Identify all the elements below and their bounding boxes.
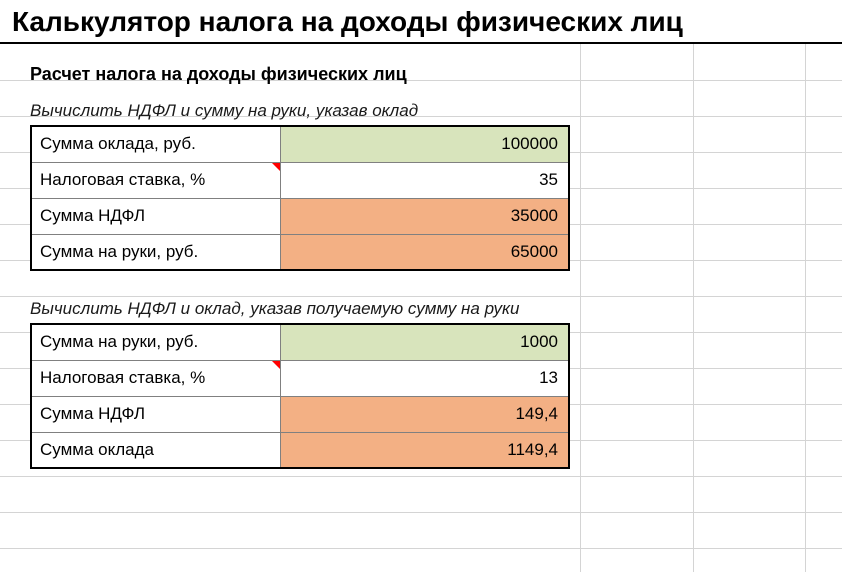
- input-cell[interactable]: 1000: [280, 324, 569, 360]
- gridline-horizontal: [0, 512, 842, 513]
- comment-marker-icon[interactable]: [272, 163, 280, 171]
- comment-marker-icon[interactable]: [272, 361, 280, 369]
- row-label: Сумма оклада: [31, 432, 280, 468]
- table-row: Сумма оклада1149,4: [31, 432, 569, 468]
- table-row: Сумма НДФЛ149,4: [31, 396, 569, 432]
- input-cell[interactable]: 35: [280, 162, 569, 198]
- spreadsheet-area: Расчет налога на доходы физических лиц В…: [0, 44, 842, 572]
- input-cell[interactable]: 13: [280, 360, 569, 396]
- output-cell: 35000: [280, 198, 569, 234]
- output-cell: 1149,4: [280, 432, 569, 468]
- input-cell[interactable]: 100000: [280, 126, 569, 162]
- gridline-horizontal: [0, 548, 842, 549]
- table-row: Сумма на руки, руб.1000: [31, 324, 569, 360]
- output-cell: 65000: [280, 234, 569, 270]
- row-label: Сумма НДФЛ: [31, 396, 280, 432]
- section-heading: Расчет налога на доходы физических лиц: [30, 44, 842, 91]
- table-row: Сумма на руки, руб.65000: [31, 234, 569, 270]
- gridline-horizontal: [0, 476, 842, 477]
- row-label: Сумма на руки, руб.: [31, 324, 280, 360]
- table-row: Сумма НДФЛ35000: [31, 198, 569, 234]
- block1-subtitle: Вычислить НДФЛ и сумму на руки, указав о…: [30, 91, 842, 125]
- page-title: Калькулятор налога на доходы физических …: [0, 0, 842, 44]
- block1-table: Сумма оклада, руб.100000Налоговая ставка…: [30, 125, 570, 271]
- table-row: Налоговая ставка, %13: [31, 360, 569, 396]
- row-label: Налоговая ставка, %: [31, 360, 280, 396]
- row-label: Налоговая ставка, %: [31, 162, 280, 198]
- block2-subtitle: Вычислить НДФЛ и оклад, указав получаему…: [30, 289, 842, 323]
- table-row: Налоговая ставка, %35: [31, 162, 569, 198]
- row-label: Сумма оклада, руб.: [31, 126, 280, 162]
- block2-table: Сумма на руки, руб.1000Налоговая ставка,…: [30, 323, 570, 469]
- table-row: Сумма оклада, руб.100000: [31, 126, 569, 162]
- output-cell: 149,4: [280, 396, 569, 432]
- spacer: [30, 271, 842, 289]
- content-column: Расчет налога на доходы физических лиц В…: [0, 44, 842, 469]
- row-label: Сумма НДФЛ: [31, 198, 280, 234]
- row-label: Сумма на руки, руб.: [31, 234, 280, 270]
